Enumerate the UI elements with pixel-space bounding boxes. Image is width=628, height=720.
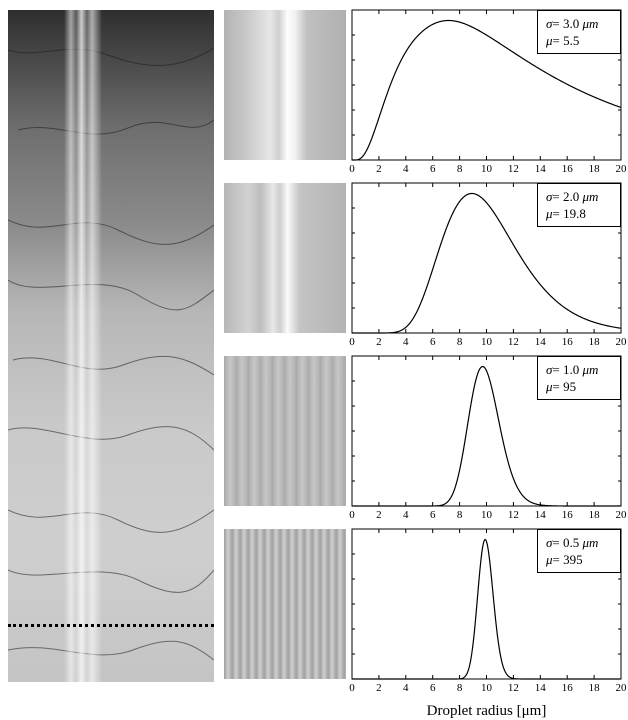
x-tick-label: 14 xyxy=(535,163,547,175)
sigma-symbol: σ xyxy=(546,189,553,204)
sigma-unit: μm xyxy=(582,362,599,377)
x-tick-label: 6 xyxy=(430,336,436,348)
x-tick-label: 16 xyxy=(562,509,574,521)
mu-value-3: 95 xyxy=(563,379,577,394)
x-tick-label: 20 xyxy=(616,682,628,694)
x-tick-label: 6 xyxy=(430,682,436,694)
legend-3: σ= 1.0 μm μ= 95 xyxy=(537,356,621,400)
x-tick-label: 16 xyxy=(562,336,574,348)
distribution-panel-2: 0 2 4 6 8 10 12 14 16 18 20 σ= 2.0 μm μ= 19.8 xyxy=(349,182,627,348)
x-tick-label: 16 xyxy=(562,163,574,175)
x-tick-label: 0 xyxy=(349,509,355,521)
sigma-symbol: σ xyxy=(546,362,553,377)
x-tick-label: 20 xyxy=(616,163,628,175)
x-tick-label: 6 xyxy=(430,509,436,521)
scattering-pattern-4 xyxy=(224,529,346,679)
x-tick-label: 14 xyxy=(535,682,547,694)
x-tick-label: 2 xyxy=(376,682,382,694)
distribution-curve xyxy=(352,192,621,334)
x-tick-label: 18 xyxy=(589,163,601,175)
sigma-symbol: σ xyxy=(546,535,553,550)
distribution-plot-3: 0 2 4 6 8 10 12 14 16 18 20 xyxy=(349,355,627,521)
x-tick-label: 8 xyxy=(457,509,463,521)
x-tick-label: 8 xyxy=(457,682,463,694)
sigma-symbol: σ xyxy=(546,16,553,31)
x-tick-label: 10 xyxy=(481,509,493,521)
x-tick-label: 18 xyxy=(589,682,601,694)
x-tick-label: 14 xyxy=(535,336,547,348)
x-tick-label: 4 xyxy=(403,163,409,175)
x-tick-label: 2 xyxy=(376,509,382,521)
mu-symbol: μ xyxy=(546,206,553,221)
mu-value-4: 395 xyxy=(563,552,583,567)
sigma-value-3: 1.0 xyxy=(563,362,580,377)
sigma-unit: μm xyxy=(582,16,599,31)
x-tick-label: 6 xyxy=(430,163,436,175)
distribution-panel-4: 0 2 4 6 8 10 12 14 16 18 20 σ= 0.5 μm μ= 395 xyxy=(349,528,627,694)
sigma-value-4: 0.5 xyxy=(563,535,580,550)
scattering-pattern-3 xyxy=(224,356,346,506)
x-tick-label: 18 xyxy=(589,509,601,521)
distribution-plot-1: 0 2 4 6 8 10 12 14 16 18 20 xyxy=(349,9,627,175)
x-tick-label: 12 xyxy=(508,163,519,175)
scattering-pattern-1 xyxy=(224,10,346,160)
sigma-value-2: 2.0 xyxy=(563,189,580,204)
x-tick-label: 12 xyxy=(508,682,519,694)
x-tick-label: 8 xyxy=(457,336,463,348)
x-tick-label: 10 xyxy=(481,163,493,175)
legend-1: σ= 3.0 μm μ= 5.5 xyxy=(537,10,621,54)
distribution-curve xyxy=(352,19,621,161)
mu-symbol: μ xyxy=(546,33,553,48)
scattering-pattern-2 xyxy=(224,183,346,333)
distribution-panel-3: 0 2 4 6 8 10 12 14 16 18 20 σ= 1.0 μm μ= 95 xyxy=(349,355,627,521)
x-tick-label: 10 xyxy=(481,336,493,348)
x-tick-label: 8 xyxy=(457,163,463,175)
sigma-unit: μm xyxy=(582,535,599,550)
x-tick-label: 0 xyxy=(349,163,355,175)
x-axis-label: Droplet radius [μm] xyxy=(426,703,547,719)
rainbow-photo xyxy=(8,10,214,682)
x-tick-label: 10 xyxy=(481,682,493,694)
x-tick-label: 12 xyxy=(508,336,519,348)
x-tick-label: 16 xyxy=(562,682,574,694)
distribution-panel-1: 0 2 4 6 8 10 12 14 16 18 20 σ= 3.0 μm μ= 5.5 xyxy=(349,9,627,175)
x-tick-label: 4 xyxy=(403,509,409,521)
sigma-unit: μm xyxy=(582,189,599,204)
x-tick-label: 20 xyxy=(616,336,628,348)
distribution-curve xyxy=(352,365,621,507)
x-tick-label: 18 xyxy=(589,336,601,348)
legend-2: σ= 2.0 μm μ= 19.8 xyxy=(537,183,621,227)
x-tick-label: 20 xyxy=(616,509,628,521)
legend-4: σ= 0.5 μm μ= 395 xyxy=(537,529,621,573)
mu-symbol: μ xyxy=(546,552,553,567)
sigma-value-1: 3.0 xyxy=(563,16,580,31)
x-tick-label: 2 xyxy=(376,163,382,175)
mu-value-2: 19.8 xyxy=(563,206,586,221)
rainbow-band xyxy=(64,10,102,682)
selection-line xyxy=(8,624,214,627)
x-tick-label: 4 xyxy=(403,336,409,348)
mu-value-1: 5.5 xyxy=(563,33,580,48)
x-tick-label: 0 xyxy=(349,682,355,694)
mu-symbol: μ xyxy=(546,379,553,394)
x-tick-label: 14 xyxy=(535,509,547,521)
photo-texture xyxy=(8,47,214,661)
distribution-curve xyxy=(352,538,621,680)
x-tick-label: 0 xyxy=(349,336,355,348)
x-tick-label: 12 xyxy=(508,509,519,521)
x-tick-label: 2 xyxy=(376,336,382,348)
x-tick-label: 4 xyxy=(403,682,409,694)
